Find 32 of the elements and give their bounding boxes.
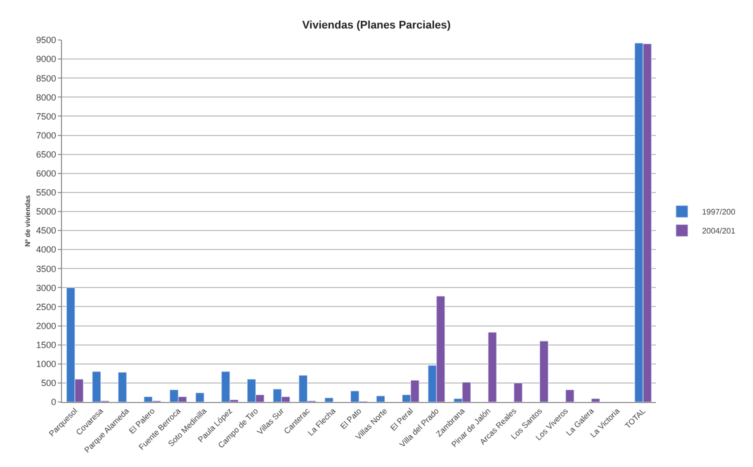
y-tick-label: 3000: [36, 282, 56, 293]
y-tick-label: 4000: [36, 244, 56, 255]
y-tick-label: 3500: [36, 264, 56, 274]
y-tick-label: 1500: [36, 340, 56, 350]
y-tick-label: 7000: [36, 130, 56, 140]
y-tick-label: 1000: [36, 359, 56, 370]
y-tick-label: 8000: [36, 92, 56, 102]
y-tick-label: 9500: [36, 35, 56, 46]
y-tick-label: 5500: [36, 188, 56, 198]
y-tick-label: 4500: [36, 226, 56, 236]
legend-label: 2004/201: [702, 226, 736, 236]
y-tick-label: 8500: [36, 73, 56, 84]
bar: [118, 372, 127, 402]
y-tick-label: 5000: [36, 206, 56, 217]
bar: [195, 392, 204, 402]
legend-label: 1997/200: [702, 208, 736, 217]
y-tick-label: 500: [41, 378, 56, 388]
y-tick-label: 6500: [36, 149, 56, 160]
bar: [488, 332, 497, 402]
bar: [540, 340, 548, 402]
bar: [324, 398, 334, 402]
bar: [565, 390, 574, 402]
y-tick-label: 9000: [36, 54, 56, 64]
y-tick-label: 0: [51, 397, 56, 408]
y-tick-label: 2500: [36, 302, 56, 312]
bar: [376, 396, 386, 402]
bar: [591, 398, 600, 402]
y-tick-label: 6000: [36, 168, 56, 179]
bar: [514, 382, 523, 402]
y-tick-label: 2000: [36, 320, 56, 331]
y-tick-label: 7500: [36, 111, 56, 122]
chart-title: Viviendas (Planes Parciales): [302, 20, 452, 32]
